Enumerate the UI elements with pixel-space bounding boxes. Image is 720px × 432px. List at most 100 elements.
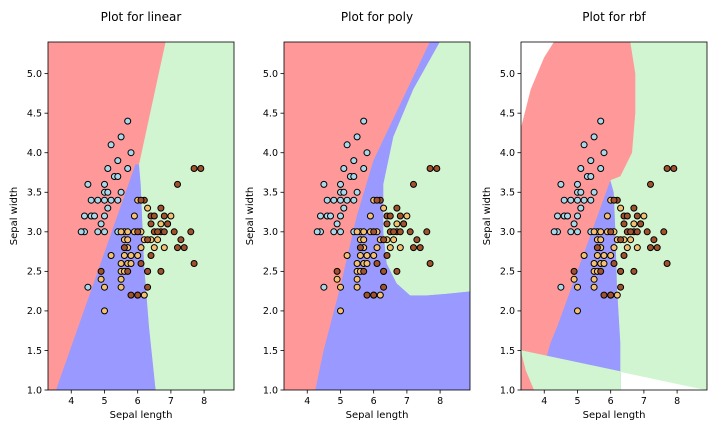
data-point-versicolor — [600, 260, 608, 267]
data-point-setosa — [350, 196, 358, 204]
data-point-setosa — [360, 165, 368, 172]
data-point-setosa — [327, 212, 334, 220]
data-point-versicolor — [124, 228, 132, 236]
data-point-versicolor — [393, 220, 401, 228]
data-point-setosa — [320, 283, 328, 291]
x-axis-label: Sepal length — [346, 410, 409, 421]
y-tick-label: 1.5 — [27, 346, 42, 357]
data-point-setosa — [104, 188, 112, 196]
y-tick-label: 1.5 — [500, 346, 515, 357]
data-point-virginica — [617, 283, 625, 291]
data-point-virginica — [386, 212, 394, 220]
y-tick-label: 5.0 — [263, 69, 278, 80]
data-point-versicolor — [630, 220, 638, 228]
data-point-versicolor — [396, 244, 404, 252]
data-point-versicolor — [137, 244, 145, 252]
data-point-virginica — [600, 291, 608, 299]
data-point-versicolor — [117, 260, 125, 267]
data-point-setosa — [124, 117, 132, 125]
data-point-virginica — [174, 244, 181, 252]
data-point-versicolor — [570, 275, 578, 283]
y-tick-label: 4.5 — [27, 108, 42, 119]
data-point-versicolor — [97, 275, 105, 283]
data-point-virginica — [617, 267, 625, 275]
data-point-virginica — [373, 260, 381, 267]
data-point-setosa — [94, 196, 102, 204]
y-axis-label: Sepal width — [9, 187, 20, 246]
data-point-virginica — [620, 252, 628, 259]
x-tick-label: 5 — [574, 396, 580, 407]
data-point-setosa — [323, 196, 331, 204]
data-point-virginica — [157, 204, 165, 212]
data-point-virginica — [653, 244, 661, 252]
data-point-virginica — [593, 244, 601, 252]
data-point-setosa — [577, 204, 585, 212]
y-tick-label: 2.0 — [27, 306, 42, 317]
data-point-virginica — [144, 236, 152, 244]
data-point-virginica — [177, 236, 185, 244]
data-point-virginica — [393, 267, 401, 275]
data-point-virginica — [570, 267, 578, 275]
plot-frame — [520, 41, 708, 391]
chart-title: Plot for linear — [101, 10, 182, 24]
data-point-virginica — [663, 165, 671, 172]
data-point-virginica — [413, 236, 421, 244]
data-point-virginica — [134, 291, 142, 299]
y-axis-label: Sepal width — [245, 187, 256, 246]
y-tick-label: 4.0 — [27, 148, 42, 159]
data-point-virginica — [393, 204, 401, 212]
data-point-virginica — [670, 165, 678, 172]
scatter-points — [77, 117, 205, 315]
data-point-setosa — [317, 212, 324, 220]
y-tick-label: 3.5 — [27, 188, 42, 199]
y-tick-label: 1.0 — [500, 385, 515, 396]
data-point-versicolor — [117, 275, 125, 283]
data-point-versicolor — [160, 244, 168, 252]
data-point-virginica — [383, 252, 391, 259]
data-point-versicolor — [150, 244, 158, 252]
data-point-virginica — [370, 228, 378, 236]
data-point-versicolor — [101, 283, 108, 291]
data-point-setosa — [597, 165, 605, 172]
data-point-versicolor — [633, 244, 641, 252]
data-point-setosa — [340, 204, 348, 212]
data-point-versicolor — [590, 275, 598, 283]
data-point-virginica — [433, 165, 441, 172]
data-point-virginica — [170, 228, 178, 236]
data-point-setosa — [114, 157, 122, 165]
data-point-versicolor — [130, 212, 138, 220]
y-tick-label: 2.5 — [500, 267, 515, 278]
data-point-virginica — [370, 291, 378, 299]
data-point-setosa — [114, 196, 122, 204]
data-point-setosa — [557, 283, 565, 291]
data-point-setosa — [97, 220, 105, 228]
data-point-setosa — [94, 228, 102, 236]
data-point-virginica — [380, 236, 388, 244]
data-point-versicolor — [154, 236, 162, 244]
data-point-versicolor — [390, 236, 398, 244]
data-point-setosa — [84, 180, 92, 188]
y-tick-label: 5.0 — [27, 69, 42, 80]
data-point-virginica — [390, 228, 398, 236]
data-point-setosa — [107, 141, 115, 149]
data-point-versicolor — [600, 252, 608, 259]
data-point-versicolor — [127, 252, 135, 259]
data-point-setosa — [560, 196, 568, 204]
data-point-versicolor — [337, 307, 344, 315]
data-point-setosa — [574, 180, 581, 188]
data-point-versicolor — [366, 212, 374, 220]
x-tick-label: 5 — [101, 396, 107, 407]
data-point-setosa — [574, 228, 581, 236]
data-point-versicolor — [117, 228, 125, 236]
data-point-virginica — [174, 180, 181, 188]
data-point-setosa — [337, 180, 344, 188]
data-point-versicolor — [597, 236, 605, 244]
x-tick-label: 7 — [641, 396, 647, 407]
y-tick-label: 1.0 — [263, 385, 278, 396]
data-point-setosa — [587, 196, 595, 204]
data-point-setosa — [320, 180, 328, 188]
data-point-virginica — [147, 252, 155, 259]
data-point-virginica — [410, 180, 417, 188]
data-point-versicolor — [337, 283, 344, 291]
data-point-virginica — [660, 228, 668, 236]
